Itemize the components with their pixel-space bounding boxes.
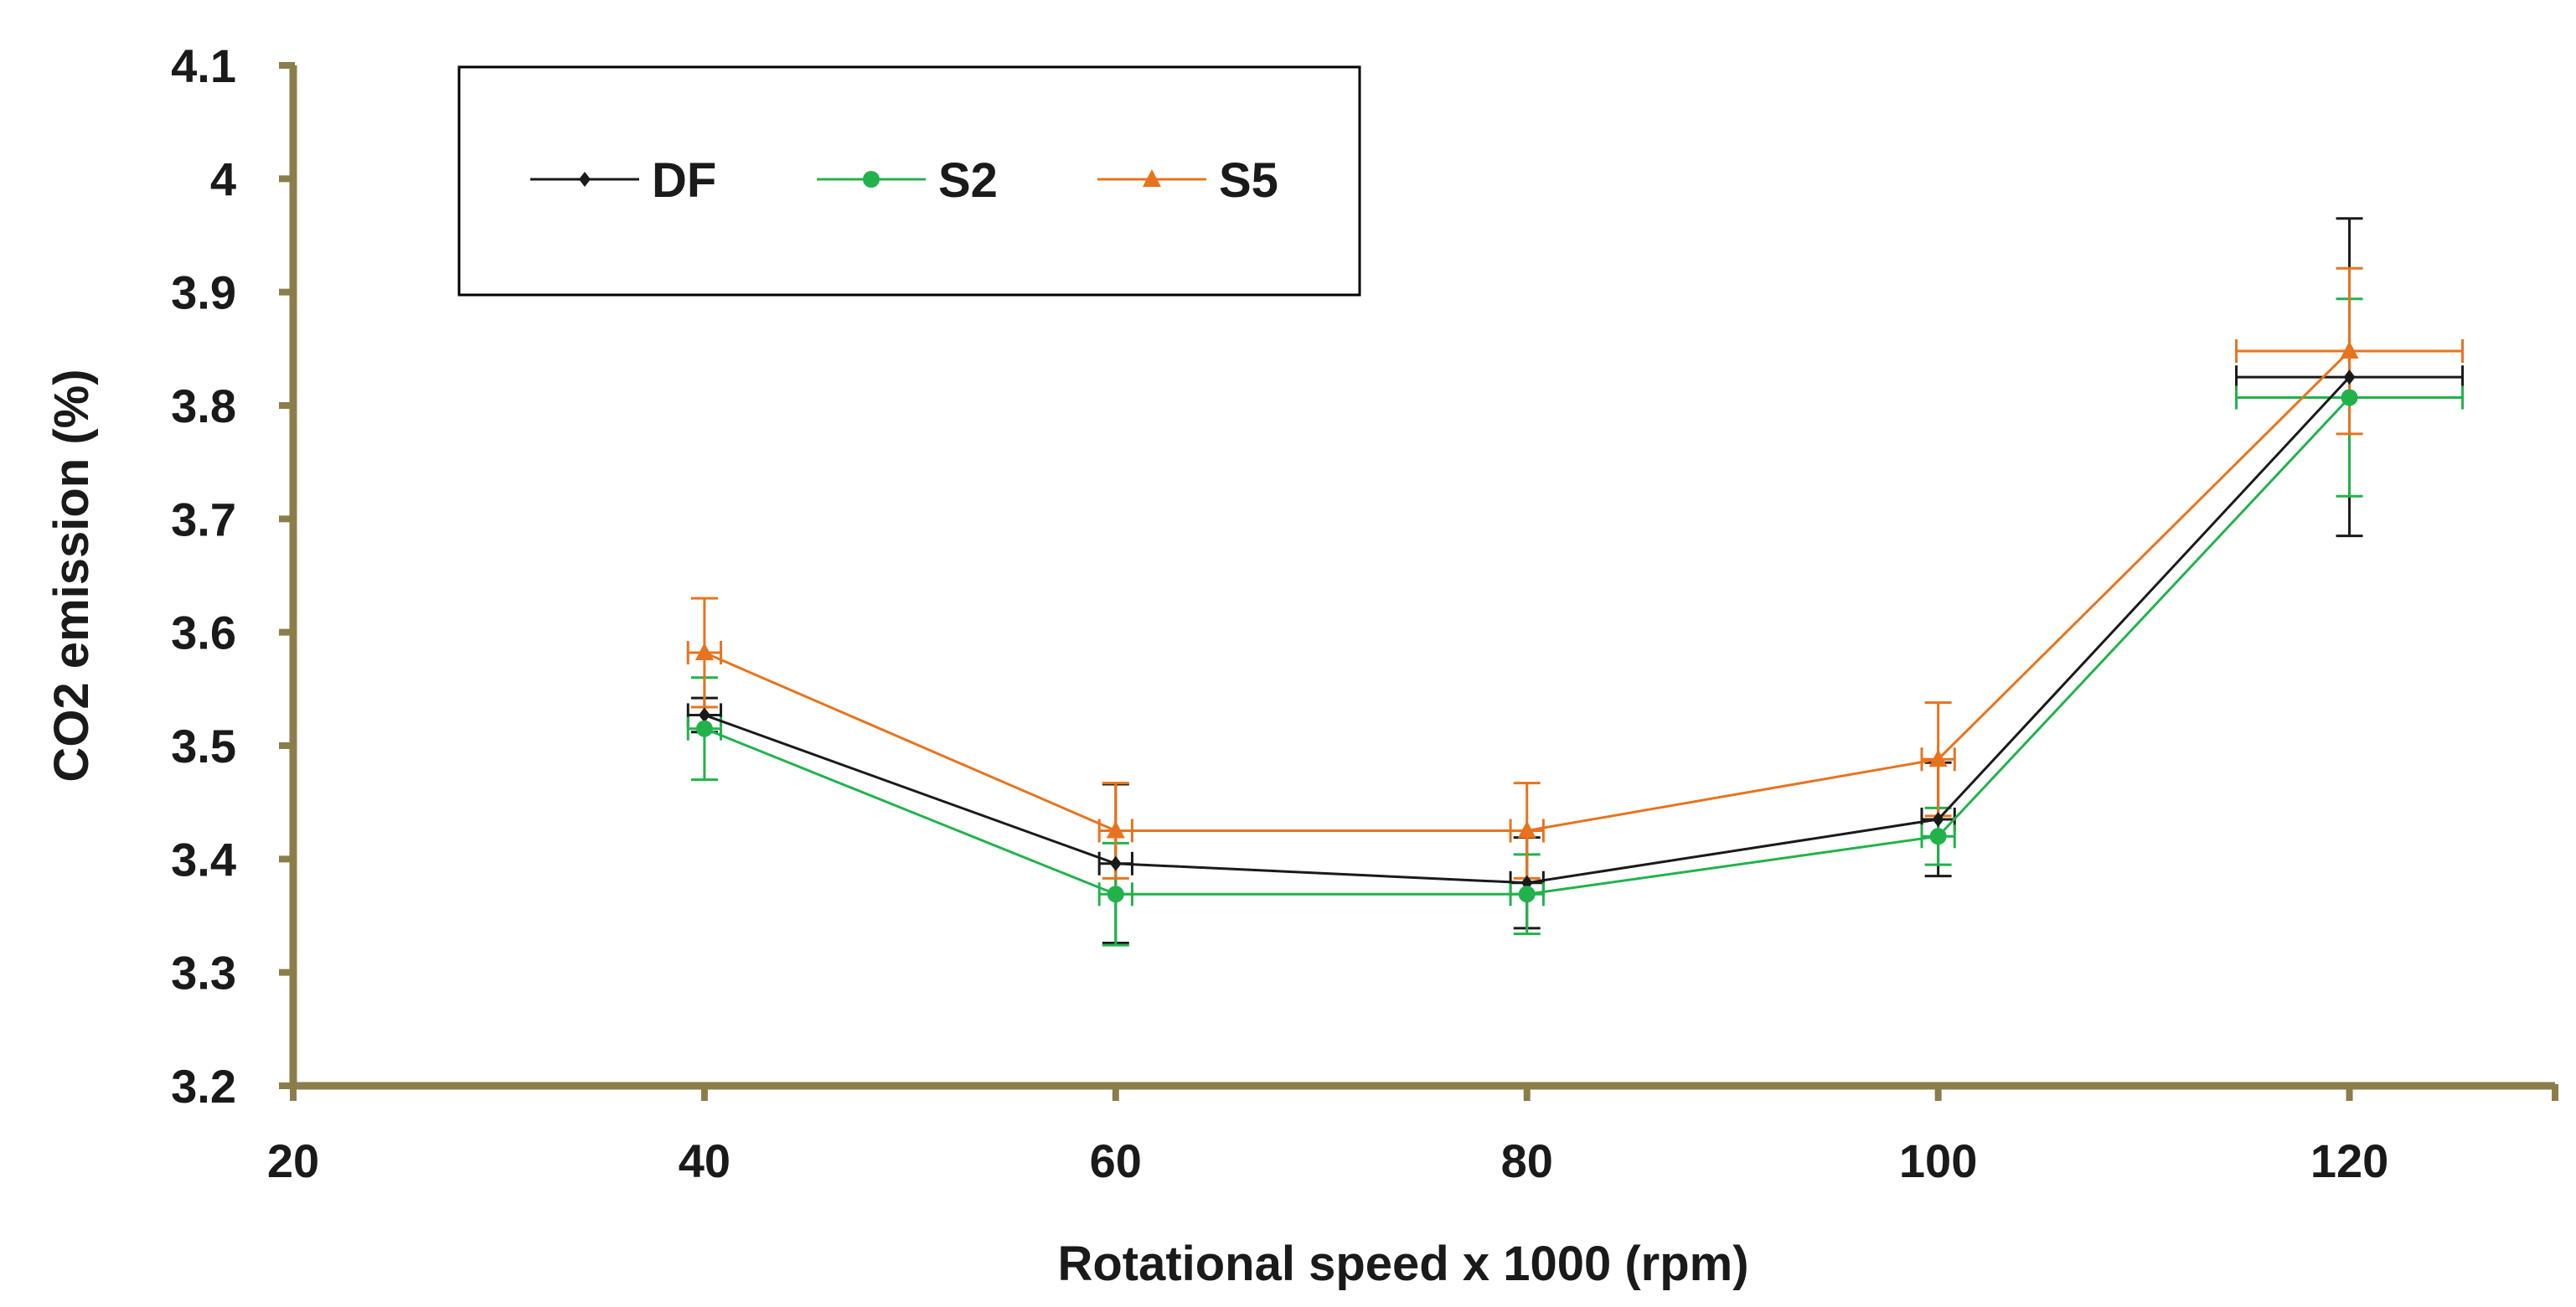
y-tick-label: 3.2 — [171, 1060, 236, 1113]
error-bars — [686, 217, 2465, 947]
s5-data-point — [694, 643, 714, 661]
s5-data-point — [2340, 341, 2359, 359]
y-tick-label: 3.6 — [171, 607, 236, 659]
x-ticks: 20 40 60 80 100 120 — [267, 1084, 2558, 1187]
x-tick-label: 100 — [1899, 1134, 1977, 1187]
s5-series-line — [704, 349, 2351, 832]
s5-data-point — [1517, 820, 1536, 839]
y-axis-title: CO2 emission (%) — [44, 369, 99, 782]
df-data-point — [1109, 855, 1122, 871]
y-tick-label: 4 — [210, 152, 236, 205]
legend-box — [457, 65, 1361, 297]
s5-data-point — [1928, 749, 1948, 767]
legend-s5-marker — [1143, 169, 1161, 187]
s2-data-point — [1107, 886, 1124, 903]
legend-s2-marker — [863, 171, 880, 188]
y-tick-label: 3.8 — [171, 380, 236, 432]
x-tick-label: 40 — [679, 1134, 730, 1187]
axes: 3.2 3.3 3.4 3.5 3.6 3.7 3.8 3.9 4 4.1 20 40 60 80 100… — [171, 39, 2558, 1187]
s5-data-point — [1106, 820, 1125, 839]
x-axis-title: Rotational speed x 1000 (rpm) — [1057, 1237, 1748, 1291]
legend-s2-label: S2 — [938, 153, 998, 208]
x-tick-label: 20 — [267, 1134, 319, 1187]
y-ticks: 3.2 3.3 3.4 3.5 3.6 3.7 3.8 3.9 4 4.1 — [171, 39, 295, 1113]
s2-data-point — [695, 720, 713, 737]
y-tick-label: 3.5 — [171, 720, 236, 772]
legend: DF S2 S5 — [457, 65, 1361, 297]
x-tick-label: 120 — [2310, 1134, 2388, 1187]
legend-df-label: DF — [652, 153, 716, 208]
df-data-point — [2343, 369, 2356, 385]
y-tick-label: 3.7 — [171, 493, 236, 545]
x-tick-label: 60 — [1090, 1134, 1142, 1187]
data-markers — [694, 341, 2359, 903]
s2-data-point — [1929, 828, 1947, 845]
y-tick-label: 3.9 — [171, 266, 236, 319]
legend-s5-label: S5 — [1219, 153, 1278, 208]
s2-data-point — [1518, 886, 1536, 903]
y-tick-label: 4.1 — [171, 39, 236, 92]
s2-data-point — [2341, 389, 2358, 406]
y-tick-label: 3.3 — [171, 947, 236, 1000]
df-data-point — [1932, 811, 1944, 827]
y-tick-label: 3.4 — [171, 833, 236, 886]
df-data-point — [698, 707, 710, 723]
legend-items: DF S2 S5 — [530, 153, 1278, 208]
x-tick-label: 80 — [1501, 1134, 1553, 1187]
legend-df-marker — [579, 172, 591, 187]
